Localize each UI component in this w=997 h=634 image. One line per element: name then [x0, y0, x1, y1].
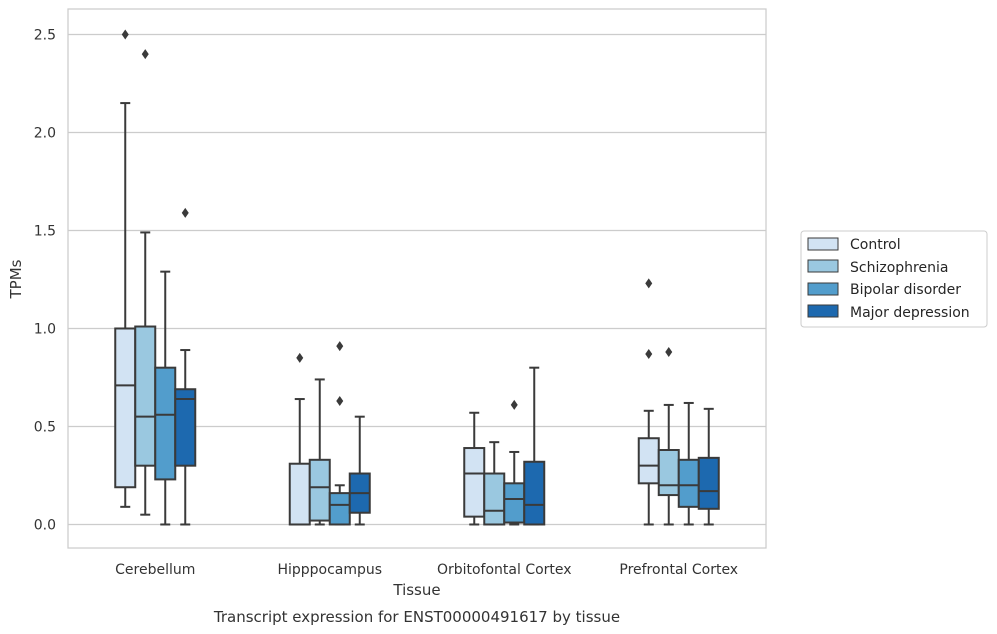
box-major-depression-cerebellum — [174, 207, 197, 526]
iqr-box — [697, 456, 720, 510]
iqr-box — [677, 458, 700, 508]
outlier-point — [665, 347, 673, 357]
iqr-box — [114, 327, 137, 489]
iqr-box — [657, 449, 680, 497]
box-schizophrenia-hipppocampus — [308, 378, 331, 526]
y-tick-label: 0.0 — [34, 517, 56, 533]
iqr-box — [174, 388, 197, 467]
x-tick-label: Prefrontal Cortex — [619, 562, 738, 578]
y-tick-label: 1.5 — [34, 223, 56, 239]
legend: Control Schizophrenia Bipolar disorder M… — [800, 230, 988, 328]
box-bipolar-disorder-orbitofontal-cortex — [503, 399, 526, 526]
iqr-box — [308, 458, 331, 522]
iqr-box — [637, 437, 660, 485]
x-tick-label: Hipppocampus — [277, 562, 382, 578]
box-control-hipppocampus — [288, 352, 311, 526]
y-axis-title: TPMs — [7, 259, 25, 299]
x-tick-label: Cerebellum — [115, 562, 195, 578]
y-tick-label: 2.0 — [34, 125, 56, 141]
chart-caption: Transcript expression for ENST0000049161… — [213, 608, 620, 626]
x-tick-label: Orbitofontal Cortex — [437, 562, 572, 578]
outlier-point — [336, 396, 344, 406]
outlier-point — [121, 29, 129, 40]
legend-swatch-control — [807, 237, 839, 251]
y-tick-labels: 0.0 0.5 1.0 1.5 2.0 2.5 — [34, 27, 56, 533]
outlier-point — [510, 399, 518, 410]
box-bipolar-disorder-cerebellum — [154, 270, 177, 526]
box-schizophrenia-orbitofontal-cortex — [483, 441, 506, 526]
box-schizophrenia-prefrontal-cortex — [657, 347, 680, 526]
box-bipolar-disorder-prefrontal-cortex — [677, 401, 700, 526]
y-tick-label: 2.5 — [34, 27, 56, 43]
y-tick-label: 1.0 — [34, 321, 56, 337]
iqr-box — [503, 482, 526, 524]
x-axis-title: Tissue — [392, 581, 440, 599]
iqr-box — [483, 472, 506, 526]
box-major-depression-hipppocampus — [348, 415, 371, 526]
box-major-depression-orbitofontal-cortex — [523, 366, 546, 526]
iqr-box — [463, 447, 486, 518]
iqr-box — [134, 325, 157, 467]
legend-label-control: Control — [850, 237, 901, 253]
outlier-point — [336, 341, 344, 352]
legend-swatch-bipolar-disorder — [807, 282, 839, 296]
legend-swatch-schizophrenia — [807, 259, 839, 273]
legend-label-schizophrenia: Schizophrenia — [850, 260, 948, 276]
legend-swatch-major-depression — [807, 304, 839, 318]
legend-label-major-depression: Major depression — [850, 305, 970, 321]
outlier-point — [645, 278, 653, 289]
iqr-box — [288, 462, 311, 526]
outlier-point — [141, 49, 149, 60]
legend-label-bipolar-disorder: Bipolar disorder — [850, 282, 961, 298]
outlier-point — [645, 348, 653, 359]
x-tick-labels: Cerebellum Hipppocampus Orbitofontal Corte… — [115, 562, 738, 578]
iqr-box — [523, 460, 546, 526]
y-tick-label: 0.5 — [34, 419, 56, 435]
box-series — [114, 29, 720, 526]
legend-frame — [800, 230, 988, 328]
iqr-box — [328, 492, 351, 526]
outlier-point — [181, 207, 189, 218]
box-control-prefrontal-cortex — [637, 278, 660, 526]
iqr-box — [154, 366, 177, 481]
outlier-point — [296, 352, 304, 363]
box-major-depression-prefrontal-cortex — [697, 407, 720, 526]
